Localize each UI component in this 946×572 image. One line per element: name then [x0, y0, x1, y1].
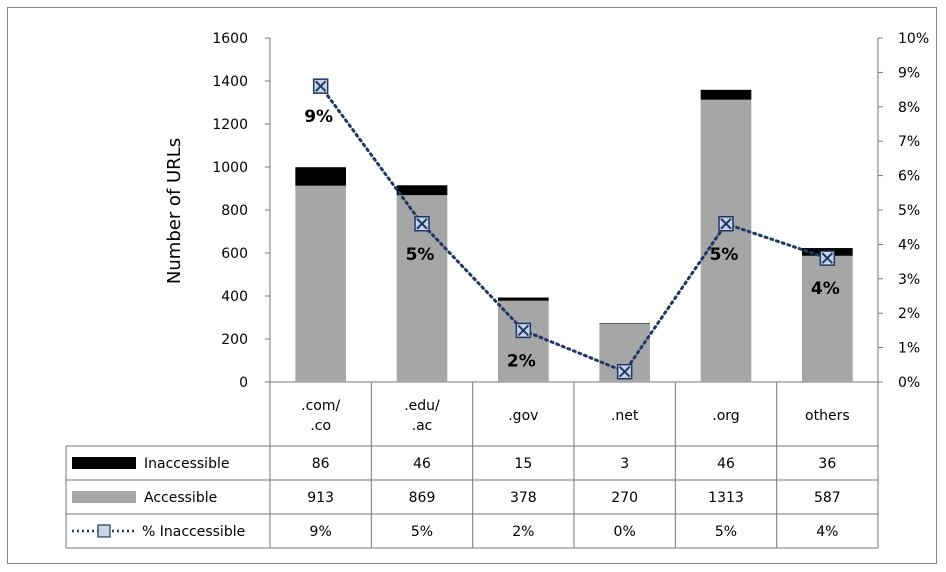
table-cell: 46	[717, 456, 735, 472]
table-cell: 3	[620, 456, 629, 472]
bar-accessible	[700, 99, 752, 382]
pct-inaccessible-line	[319, 84, 829, 374]
category-label: .com/	[301, 398, 340, 414]
line-layer: 9% 5% 2% 5% 4%	[304, 78, 840, 380]
table-cell: 587	[814, 490, 841, 506]
chart-border	[7, 7, 937, 564]
data-table: .com/ .co .edu/ .ac .gov .net .org others Inacce…	[65, 382, 879, 549]
pct-marker	[414, 216, 430, 232]
legend-label: Inaccessible	[144, 456, 229, 472]
bar-accessible	[802, 255, 853, 382]
y-tick-label: 1200	[212, 117, 248, 133]
y2-tick-label: 7%	[898, 134, 920, 150]
pct-data-label: 2%	[507, 351, 536, 371]
y-tick-label: 600	[221, 246, 248, 262]
bar-inaccessible	[599, 323, 650, 324]
pct-data-label: 5%	[710, 245, 739, 265]
pct-data-label: 4%	[811, 279, 840, 299]
y-tick-label: 800	[221, 203, 248, 219]
marker-cross	[618, 365, 631, 378]
legend-label: % Inaccessible	[142, 524, 245, 540]
table-cell: 9%	[310, 524, 332, 540]
bar-inaccessible	[700, 89, 752, 100]
table-cell: 5%	[411, 524, 433, 540]
table-cell: 913	[307, 490, 334, 506]
y2-tick-label: 2%	[898, 306, 920, 322]
pct-marker	[819, 250, 836, 266]
legend-key-inaccessible	[72, 457, 136, 469]
pct-data-label: 9%	[304, 107, 333, 127]
y-tick-label: 400	[221, 289, 248, 305]
pct-marker	[515, 322, 532, 339]
y-tick-label: 1600	[212, 31, 248, 47]
bar-inaccessible	[295, 167, 346, 186]
bars-layer	[295, 89, 853, 382]
bar-inaccessible	[498, 297, 549, 301]
pct-marker	[616, 363, 633, 380]
y2-tick-label: 6%	[898, 169, 920, 185]
y-tick-label: 1000	[212, 160, 248, 176]
marker-cross	[517, 324, 530, 337]
legend-key-marker	[97, 524, 111, 538]
y2-tick-label: 5%	[898, 203, 920, 219]
table-cell: 46	[413, 456, 431, 472]
axes-layer: 0 200 400 600 800 1000 1200 1400 1600 0% 1% 2% 3% 4% 5…	[212, 31, 929, 391]
marker-cross	[720, 218, 732, 230]
pct-data-label: 5%	[406, 245, 435, 265]
marker-cross	[821, 252, 834, 264]
y2-tick-label: 3%	[898, 272, 920, 288]
category-label: others	[805, 408, 850, 424]
y2-tick-label: 8%	[898, 100, 920, 116]
category-label: .org	[712, 408, 739, 424]
bar-accessible	[295, 185, 346, 382]
table-cell: 15	[514, 456, 532, 472]
y-axis-title: Number of URLs	[164, 138, 185, 284]
marker-cross	[416, 218, 428, 230]
marker-cross	[314, 80, 327, 92]
category-label: .net	[611, 408, 639, 424]
y2-tick-label: 9%	[898, 65, 920, 81]
table-cell: 36	[818, 456, 836, 472]
category-label: .ac	[412, 418, 433, 434]
legend-key-accessible	[72, 491, 136, 503]
y-tick-label: 1400	[212, 74, 248, 90]
pct-marker	[718, 216, 734, 232]
table-cell: 270	[611, 490, 638, 506]
category-label: .co	[310, 418, 331, 434]
y2-tick-label: 1%	[898, 341, 920, 357]
y2-tick-label: 4%	[898, 237, 920, 253]
table-cell: 0%	[614, 524, 636, 540]
y-tick-label: 0	[239, 375, 248, 391]
table-cell: 1313	[708, 490, 744, 506]
category-label: .gov	[508, 408, 538, 424]
table-cell: 378	[510, 490, 537, 506]
table-cell: 5%	[715, 524, 737, 540]
bar-inaccessible	[396, 185, 448, 196]
table-cell: 2%	[512, 524, 534, 540]
pct-marker	[312, 78, 329, 94]
y2-tick-label: 10%	[898, 31, 929, 47]
y2-tick-label: 0%	[898, 375, 920, 391]
y-tick-label: 200	[221, 332, 248, 348]
category-label: .edu/	[404, 398, 440, 414]
legend-label: Accessible	[144, 490, 217, 506]
table-cell: 86	[312, 456, 330, 472]
table-cell: 869	[409, 490, 436, 506]
table-cell: 4%	[816, 524, 838, 540]
